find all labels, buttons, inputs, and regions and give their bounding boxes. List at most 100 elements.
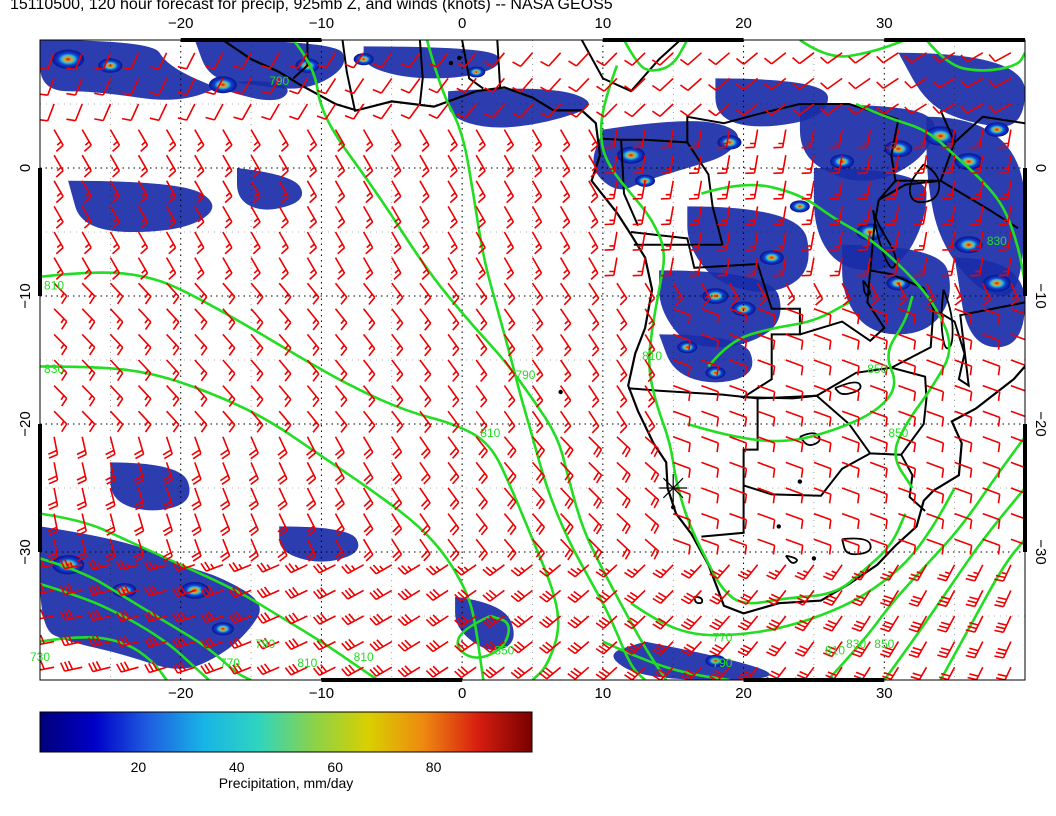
wind-barb <box>701 308 720 325</box>
wind-barb <box>362 513 374 536</box>
wind-barb <box>137 410 152 433</box>
precip-core <box>98 58 123 73</box>
wind-barb <box>194 206 205 229</box>
wind-barb <box>729 333 748 350</box>
wind-barb <box>289 103 309 121</box>
wind-barb <box>876 52 899 64</box>
wind-barb <box>172 585 196 597</box>
precip-area <box>898 52 1025 127</box>
wind-barb <box>785 487 804 504</box>
wind-barb <box>531 282 544 306</box>
wind-barb <box>672 384 691 402</box>
wind-barb <box>503 231 515 255</box>
wind-barb <box>228 637 252 650</box>
wind-barb <box>425 588 449 601</box>
wind-barb <box>965 641 984 659</box>
wind-barb <box>362 487 374 511</box>
wind-barb <box>897 282 908 306</box>
x-tick-label-bottom: −20 <box>168 685 193 700</box>
contour-label: 850 <box>494 643 514 657</box>
wind-barb <box>717 231 731 251</box>
wind-barb <box>454 666 477 679</box>
wind-barb <box>616 436 631 458</box>
wind-barb <box>419 359 432 382</box>
wind-barb <box>829 206 843 226</box>
wind-barb <box>885 231 900 251</box>
wind-barb <box>885 180 900 200</box>
wind-barb <box>194 410 208 433</box>
wind-barb <box>447 513 460 536</box>
contour-label: 790 <box>269 74 289 88</box>
wind-barb <box>644 333 656 357</box>
precip-core <box>717 135 742 150</box>
wind-barb <box>312 664 336 677</box>
wind-barb <box>503 359 516 383</box>
wind-barb <box>869 487 888 504</box>
wind-barb <box>531 410 544 434</box>
wind-barb <box>604 257 618 277</box>
colorbar-tick-label: 80 <box>426 759 442 775</box>
wind-barb <box>76 462 87 485</box>
wind-barb <box>531 359 544 383</box>
contour-line <box>425 40 646 680</box>
wind-barb <box>166 385 180 407</box>
wind-barb <box>81 257 92 280</box>
country-border <box>743 452 871 497</box>
wind-barb <box>954 384 973 402</box>
precip-area <box>40 526 260 669</box>
wind-barb <box>559 385 572 408</box>
wind-barb <box>857 231 871 251</box>
wind-barb <box>222 385 236 408</box>
wind-barb <box>105 538 116 562</box>
wind-barb <box>616 308 628 332</box>
island-dot <box>448 60 454 66</box>
y-tick-label-left: −20 <box>17 411 34 436</box>
wind-barb <box>652 615 674 630</box>
wind-barb <box>81 129 92 152</box>
precip-core <box>705 654 726 667</box>
wind-barb <box>672 538 691 555</box>
wind-barb <box>851 666 871 680</box>
wind-barb <box>994 590 1012 608</box>
wind-barb <box>53 206 64 229</box>
country-border <box>628 387 759 538</box>
wind-barb <box>362 308 376 331</box>
wind-barb <box>369 639 393 652</box>
y-tick-label-right: 0 <box>1032 164 1049 172</box>
wind-barb <box>672 436 691 453</box>
wind-barb <box>567 615 590 629</box>
wind-barb <box>932 77 956 89</box>
wind-barb <box>568 103 590 118</box>
wind-barb <box>539 615 562 629</box>
precip-core <box>677 341 698 354</box>
wind-barb <box>982 282 992 306</box>
wind-barb <box>149 52 168 70</box>
wind-barb <box>708 103 731 117</box>
wind-barb <box>898 410 917 427</box>
wind-barb <box>278 257 289 280</box>
wind-barb <box>841 538 860 555</box>
y-tick-label-left: 0 <box>17 164 34 172</box>
wind-barb <box>134 513 145 537</box>
wind-barb <box>278 333 292 356</box>
wind-barb <box>428 103 449 120</box>
wind-barb <box>822 666 843 680</box>
contour-label: 810 <box>354 650 374 664</box>
wind-barb <box>228 662 252 675</box>
wind-barb <box>172 636 196 649</box>
wind-barb <box>926 512 945 530</box>
wind-barb <box>165 257 177 280</box>
wind-barb <box>447 257 458 280</box>
wind-barb <box>391 487 403 511</box>
wind-barb <box>475 129 486 152</box>
wind-barb <box>109 257 121 280</box>
wind-barb <box>559 308 572 331</box>
wind-barb <box>729 384 748 402</box>
wind-barb <box>995 666 1012 680</box>
wind-barb <box>94 103 112 122</box>
wind-barb <box>447 487 460 511</box>
wind-barb <box>632 231 646 251</box>
wind-barb <box>745 231 759 251</box>
coastline-borders <box>222 40 1025 615</box>
wind-barb <box>105 487 116 511</box>
